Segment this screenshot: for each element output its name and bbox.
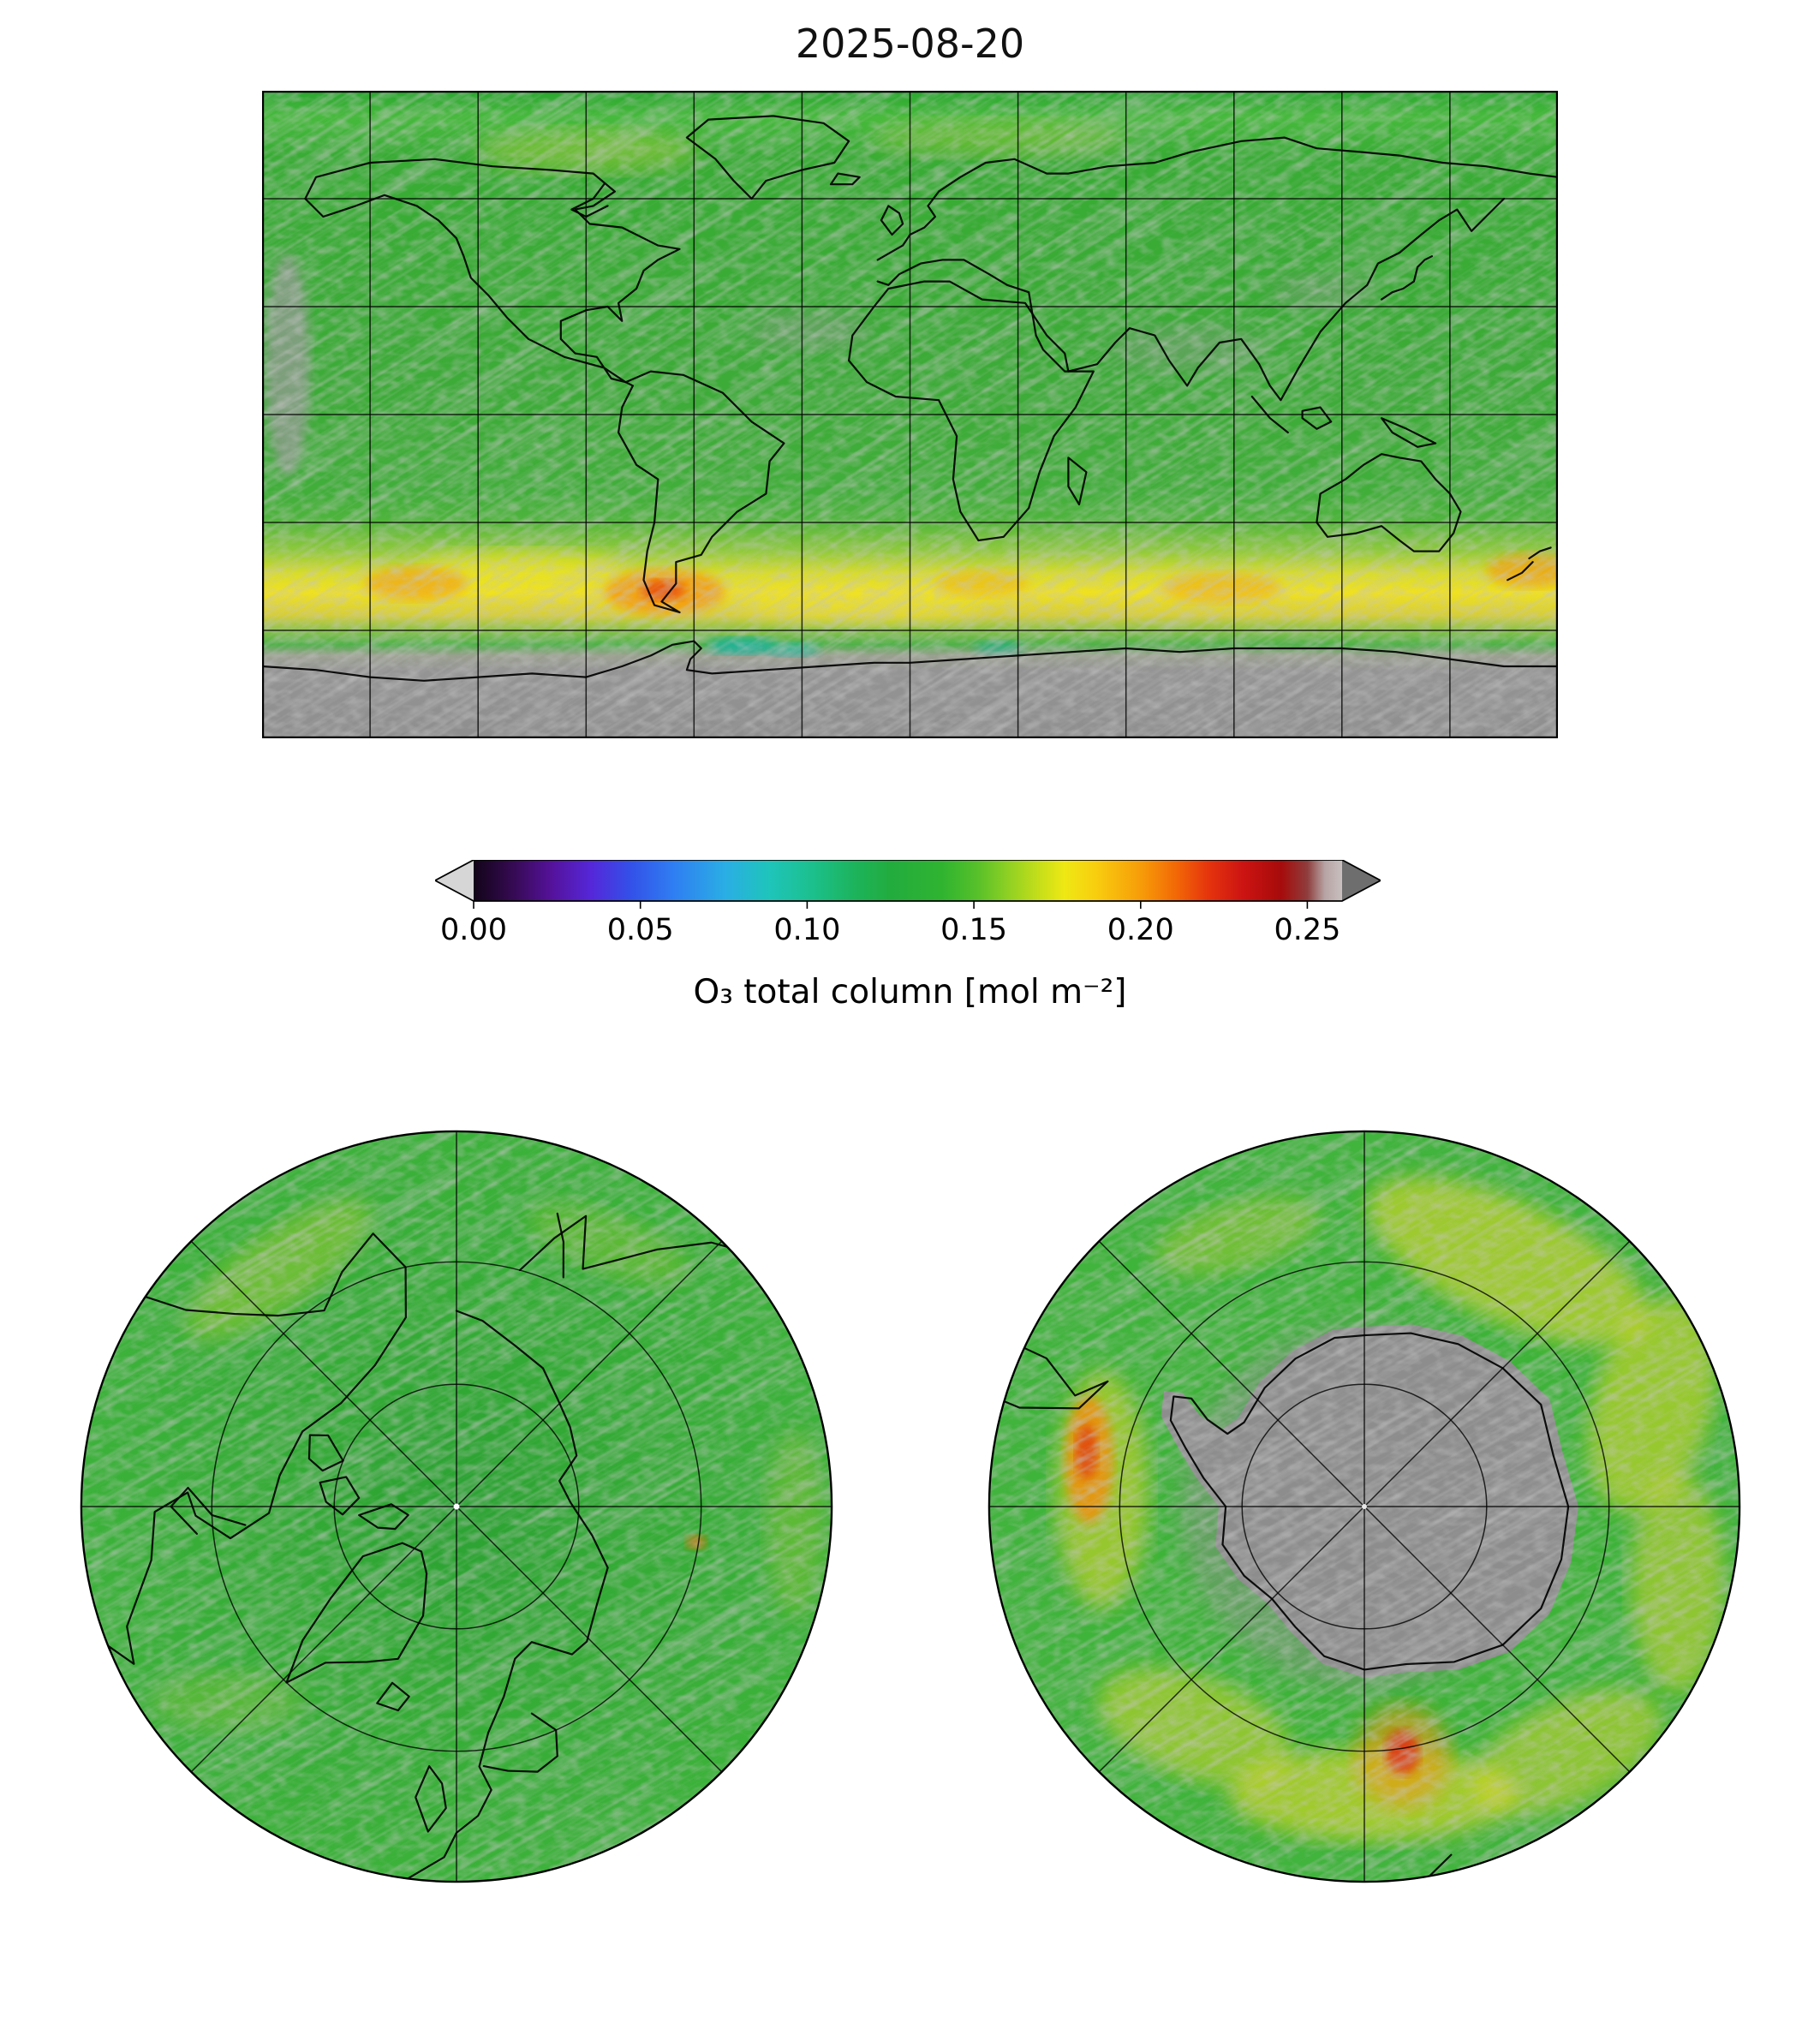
graticule-global: [262, 91, 1558, 738]
colorbar-tick-labels: 0.00 0.05 0.10 0.15 0.20 0.25: [435, 913, 1381, 951]
colorbar: [435, 860, 1381, 910]
colorbar-axis-label: O₃ total column [mol m⁻²]: [693, 973, 1127, 1012]
colorbar-outline: [435, 860, 1381, 902]
colorbar-tick-label: 0.25: [1274, 913, 1341, 947]
colorbar-under-arrow: [435, 860, 474, 901]
colorbar-bar: [474, 860, 1342, 901]
pole-hole-north: [453, 1503, 460, 1510]
colorbar-tick-label: 0.15: [940, 913, 1008, 947]
south-polar-panel: [983, 1125, 1745, 1888]
colorbar-tick-label: 0.05: [606, 913, 674, 947]
graticule-south: [988, 1131, 1740, 1883]
global-map-image: [262, 91, 1558, 738]
global-map-panel: [262, 91, 1558, 738]
north-polar-panel: [75, 1125, 838, 1888]
colorbar-tick-label: 0.20: [1107, 913, 1174, 947]
pole-hole-south: [1362, 1504, 1367, 1509]
colorbar-tick-marks: [473, 901, 1309, 909]
colorbar-tick-label: 0.00: [440, 913, 507, 947]
figure-title: 2025-08-20: [795, 21, 1025, 67]
south-polar-map-image: [988, 1130, 1741, 1883]
colorbar-over-arrow: [1342, 860, 1381, 901]
colorbar-tick-label: 0.10: [773, 913, 841, 947]
coastlines-global: [262, 115, 1558, 682]
north-polar-map-image: [80, 1130, 833, 1883]
colorbar-gradient: [435, 860, 1381, 909]
north-map-border: [80, 1130, 833, 1883]
graticule-north: [81, 1131, 832, 1883]
map-border: [262, 91, 1558, 738]
south-map-border: [988, 1130, 1741, 1883]
